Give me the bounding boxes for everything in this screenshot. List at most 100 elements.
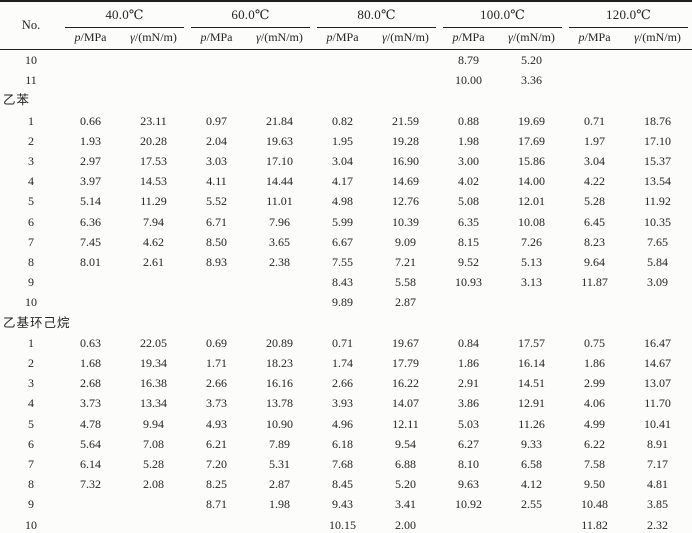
pressure-value: [566, 70, 623, 90]
gamma-value: 11.26: [518, 416, 545, 431]
gamma-value: [245, 515, 314, 533]
table-row: 4 3.97 14.53 4.11 14.44 4.17 14.69 4.02 14.00 4.2…: [0, 171, 692, 191]
pressure-value: 9.63: [458, 477, 480, 492]
gamma-value: 13.34: [140, 396, 167, 411]
table-row: 11 10.00 3.36: [0, 70, 692, 90]
gamma-value: 11.92: [644, 194, 671, 209]
gamma-value: 2.08: [143, 477, 164, 492]
gamma-value: 19.34: [140, 356, 167, 371]
gamma-value: 16.47: [644, 335, 672, 350]
pressure-value: 3.04: [584, 154, 606, 169]
pressure-value: 6.35: [458, 214, 480, 229]
table-body: 10 8.79 5.20 11 10.00 3.36 乙苯 1 0.66 23.11 0.97 21.…: [0, 50, 692, 533]
pressure-unit: /MPa: [332, 30, 359, 44]
row-number: 3: [28, 154, 34, 169]
pressure-value: [440, 515, 497, 533]
gamma-value: 2.32: [647, 517, 669, 532]
gamma-value: 4.62: [143, 234, 164, 249]
gamma-value: 3.85: [647, 497, 669, 512]
gamma-value: 7.94: [143, 214, 164, 229]
pressure-value: 1.74: [332, 356, 354, 371]
table-row: 1 0.66 23.11 0.97 21.84 0.82 21.59 0.88 19.69 0.7…: [0, 111, 692, 131]
pressure-value: [62, 272, 119, 292]
row-number: 5: [28, 416, 34, 431]
gamma-value: 20.28: [140, 133, 167, 148]
gamma-value: 1.98: [269, 497, 291, 512]
gamma-value: 16.90: [392, 154, 420, 169]
pressure-value: 4.11: [206, 174, 227, 189]
pressure-column-header: p/MPa: [440, 28, 498, 50]
table-row: 6 6.36 7.94 6.71 7.96 5.99 10.39 6.35 10.08 6.45 1…: [0, 212, 692, 232]
gamma-value: 2.00: [395, 517, 417, 532]
pressure-value: 5.52: [206, 194, 228, 209]
pressure-value: 6.22: [584, 436, 606, 451]
gamma-value: 11.70: [644, 396, 671, 411]
pressure-value: [188, 292, 245, 312]
pressure-value: 8.93: [206, 255, 228, 270]
table-row: 3 2.68 16.38 2.66 16.16 2.66 16.22 2.91 14.51 2.9…: [0, 373, 692, 393]
pressure-value: 9.50: [584, 477, 606, 492]
gamma-unit: /(mN/m): [260, 30, 303, 44]
pressure-value: 5.08: [458, 194, 480, 209]
gamma-value: [119, 70, 188, 90]
gamma-value: 10.90: [266, 416, 294, 431]
pressure-symbol: p: [326, 30, 333, 44]
pressure-value: 10.48: [581, 497, 609, 512]
gamma-value: 17.53: [140, 154, 167, 169]
gamma-value: 5.13: [521, 255, 543, 270]
row-number: 6: [28, 214, 34, 229]
gamma-value: 15.37: [644, 154, 672, 169]
gamma-value: [371, 70, 440, 90]
gamma-value: 10.35: [644, 214, 672, 229]
gamma-value: 7.26: [521, 234, 543, 249]
pressure-unit: /MPa: [206, 30, 233, 44]
gamma-value: 10.41: [644, 416, 672, 431]
gamma-value: 16.38: [140, 376, 167, 391]
pressure-value: 3.93: [332, 396, 354, 411]
temperature-label: 100.0℃: [443, 3, 563, 28]
pressure-value: [62, 292, 119, 312]
row-number: 1: [28, 335, 34, 350]
row-number: 8: [28, 255, 34, 270]
gamma-value: 5.84: [647, 255, 669, 270]
gamma-value: 4.12: [521, 477, 543, 492]
pressure-value: [188, 272, 245, 292]
gamma-value: [245, 292, 314, 312]
pressure-value: 0.66: [80, 113, 101, 128]
pressure-value: 4.02: [458, 174, 480, 189]
gamma-value: [119, 272, 188, 292]
pressure-value: 3.00: [458, 154, 480, 169]
gamma-value: 3.36: [521, 73, 543, 88]
pressure-value: 7.58: [584, 457, 606, 472]
gamma-value: 21.84: [266, 113, 294, 128]
gamma-value: 2.61: [143, 255, 164, 270]
pressure-value: 1.68: [80, 356, 101, 371]
pressure-value: 4.78: [80, 416, 101, 431]
table-row: 9 8.71 1.98 9.43 3.41 10.92 2.55 10.48 3.85: [0, 494, 692, 514]
pressure-column-header: p/MPa: [62, 28, 119, 50]
pressure-value: 1.98: [458, 133, 480, 148]
gamma-value: 5.58: [395, 275, 417, 290]
pressure-value: 7.32: [80, 477, 101, 492]
pressure-value: 6.21: [206, 436, 228, 451]
pressure-value: 3.86: [458, 396, 480, 411]
gamma-symbol: γ: [382, 30, 387, 44]
pressure-value: 0.88: [458, 113, 480, 128]
gamma-column-header: γ/(mN/m): [119, 28, 189, 50]
gamma-value: [119, 50, 188, 71]
pressure-value: [566, 292, 623, 312]
table-row: 6 5.64 7.08 6.21 7.89 6.18 9.54 6.27 9.33 6.22 8.9…: [0, 434, 692, 454]
pressure-value: 6.14: [80, 457, 101, 472]
table-row: 8 7.32 2.08 8.25 2.87 8.45 5.20 9.63 4.12 9.50 4.8…: [0, 474, 692, 494]
pressure-value: [62, 494, 119, 514]
gamma-value: 7.96: [269, 214, 291, 229]
gamma-value: 19.67: [392, 335, 420, 350]
pressure-value: [62, 515, 119, 533]
row-number: 10: [25, 295, 37, 310]
gamma-value: 6.88: [395, 457, 417, 472]
pressure-value: 1.71: [206, 356, 228, 371]
pressure-value: 3.73: [206, 396, 228, 411]
gamma-value: 20.89: [266, 335, 294, 350]
pressure-value: 1.93: [80, 133, 101, 148]
